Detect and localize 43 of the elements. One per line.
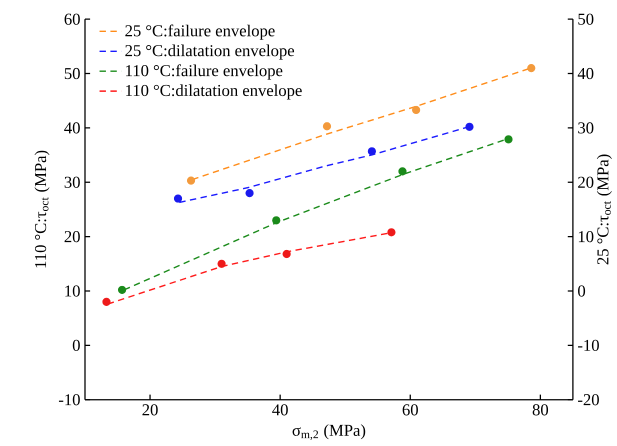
y-axis-title: 110 °C:τ$_{oct}$ (MPa) (34, 150, 50, 268)
x-tick-label: 20 (142, 404, 158, 416)
x-axis-title: σ$_{m,2}$ (MPa) (292, 424, 366, 440)
point (387, 228, 396, 236)
y-tick-label: 40 (64, 122, 80, 134)
legend-label: 110 °C:failure envelope (126, 64, 282, 80)
point (102, 298, 111, 306)
y-tick-label: 60 (64, 14, 80, 25)
point (218, 260, 226, 268)
y2-tick-label: -20 (578, 394, 599, 406)
y2-tick-label: 40 (578, 68, 594, 80)
legend-label: 25 °C:dilatation envelope (125, 44, 294, 60)
point (412, 106, 420, 114)
point (174, 194, 182, 203)
point (245, 189, 254, 198)
legend-label: 110 °C:dilatation envelope (126, 84, 302, 100)
y2-tick-label: 10 (578, 231, 594, 242)
point (272, 216, 280, 225)
legend-label: 25 °C:failure envelope (125, 24, 275, 40)
y2-tick-label: -10 (578, 340, 599, 352)
y-tick-label: -10 (58, 394, 80, 406)
y2-tick-label: 20 (578, 176, 594, 188)
x-tick-label: 60 (402, 404, 418, 416)
point (118, 286, 126, 294)
y-tick-label: 0 (72, 340, 80, 352)
point (504, 135, 513, 144)
point (186, 176, 196, 185)
y-tick-label: 20 (64, 231, 80, 242)
point (322, 122, 332, 130)
point (465, 122, 474, 132)
x-tick-label: 40 (272, 404, 288, 416)
point (398, 167, 407, 176)
point (282, 250, 291, 258)
y-tick-label: 30 (64, 176, 80, 188)
y2-axis-title: 25 °C:τ$_{oct}$ (MPa) (596, 154, 612, 264)
y-tick-label: 10 (65, 286, 80, 297)
x-tick-label: 80 (532, 404, 548, 416)
y2-tick-label: 0 (578, 286, 586, 297)
point (527, 64, 536, 72)
y2-tick-label: 50 (578, 14, 594, 25)
y-tick-label: 50 (64, 68, 80, 80)
point (368, 147, 376, 156)
y2-tick-label: 30 (578, 122, 594, 134)
